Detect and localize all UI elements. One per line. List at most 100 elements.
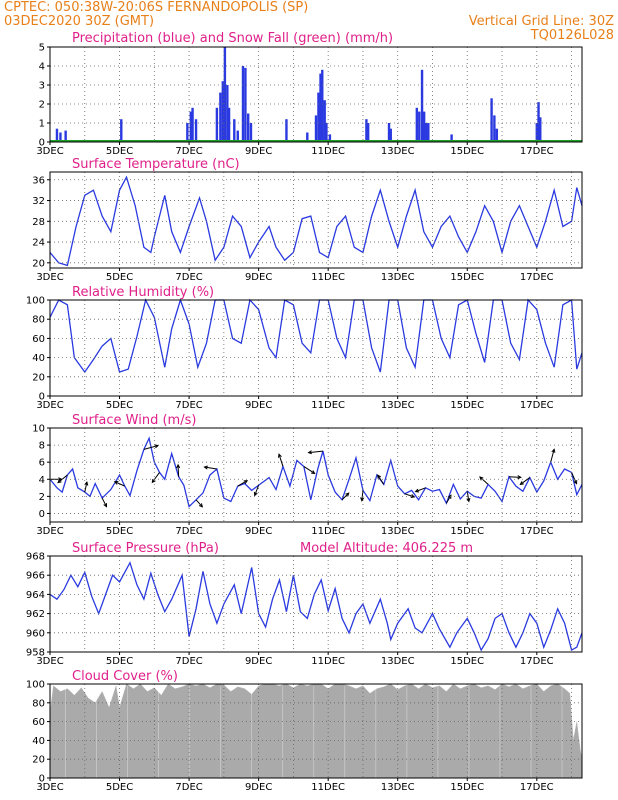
precip-bar [59, 132, 62, 142]
model-code: TQ0126L028 [530, 28, 614, 43]
y-tick-label: 100 [26, 296, 45, 307]
x-tick-label: 7DEC [175, 400, 202, 411]
precip-bar [223, 47, 227, 142]
header: CPTEC: 050:38W-20:06S FERNANDOPOLIS (SP)… [4, 0, 614, 43]
precip-bar [535, 123, 538, 142]
precip-bar [215, 107, 219, 142]
y-tick-label: 6 [39, 458, 45, 469]
x-tick-label: 5DEC [106, 526, 133, 537]
wind-arrow [303, 466, 315, 474]
wind-arrow [479, 476, 489, 485]
wind-arrow-head [517, 475, 522, 480]
y-tick-label: 5 [39, 43, 45, 54]
wind-arrow [177, 464, 180, 477]
x-tick-label: 5DEC [106, 272, 133, 283]
x-tick-label: 17DEC [520, 146, 554, 157]
x-tick-label: 15DEC [450, 400, 484, 411]
x-tick-label: 7DEC [175, 782, 202, 793]
wind-arrow-head [307, 450, 312, 455]
x-tick-label: 3DEC [36, 272, 63, 283]
y-tick-label: 80 [32, 698, 45, 709]
y-tick-label: 2 [39, 100, 45, 111]
precip-bar [323, 100, 326, 142]
y-tick-label: 0 [39, 509, 45, 520]
wind-arrow [195, 499, 203, 508]
precip-bar [493, 115, 496, 142]
temp-line [49, 175, 583, 267]
wind-arrow-head [519, 481, 524, 486]
wind-arrow-head [198, 503, 204, 508]
x-tick-label: 13DEC [381, 400, 415, 411]
y-tick-label: 10 [32, 424, 45, 435]
y-tick-label: 36 [32, 175, 45, 186]
wind-line [49, 436, 583, 508]
wind-arrow [151, 472, 160, 483]
x-tick-label: 17DEC [520, 272, 554, 283]
wind-arrow-head [113, 481, 119, 485]
precip-bar [233, 119, 236, 142]
precip-bar [365, 119, 368, 142]
precip-bar [537, 102, 540, 142]
plot-frame [49, 427, 583, 523]
wind-arrow [404, 493, 415, 498]
panel-title: Surface Wind (m/s) [72, 413, 196, 428]
precip-bar [317, 92, 320, 142]
x-tick-label: 11DEC [311, 526, 345, 537]
x-tick-label: 3DEC [36, 400, 63, 411]
panel-temp: 20 24 28 32 36 3DEC 5DEC 7DEC 9DEC 11DEC 13DEC 15DE… [32, 157, 583, 283]
y-tick-label: 20 [32, 755, 45, 766]
wind-arrow [114, 481, 125, 487]
precip-bar [319, 73, 322, 142]
x-tick-label: 7DEC [175, 656, 202, 667]
precip-bar [219, 92, 222, 142]
x-tick-label: 13DEC [381, 782, 415, 793]
panel-title: Relative Humidity (%) [72, 285, 214, 300]
x-tick-label: 9DEC [245, 272, 272, 283]
wind-arrow [278, 454, 284, 467]
y-tick-label: 4 [39, 62, 45, 73]
precip-bar [328, 134, 332, 142]
wind-arrow-head [277, 453, 282, 458]
wind-arrow-head [151, 478, 156, 484]
panel-title: Surface Pressure (hPa) [72, 541, 219, 556]
wind-arrow [377, 474, 385, 485]
wind-arrow [550, 449, 555, 463]
y-tick-label: 964 [26, 590, 45, 601]
y-tick-label: 40 [32, 736, 45, 747]
x-tick-label: 7DEC [175, 272, 202, 283]
precip-bar [246, 113, 250, 142]
panel-annotation: Model Altitude: 406.225 m [300, 541, 473, 556]
x-tick-label: 5DEC [106, 400, 133, 411]
panel-rh: 0 20 40 60 80 100 3DEC 5DEC 7DEC 9DEC 11DEC 13DEC 15… [26, 285, 583, 411]
panel-precip: 0 1 2 3 4 5 3DEC 5DEC 7DEC 9DEC 11DEC 13DEC 15DEC 17D… [36, 31, 583, 157]
y-tick-label: 960 [26, 628, 45, 639]
wind-arrow-head [311, 470, 316, 475]
wind-arrow-head [573, 480, 578, 485]
precip-bar [420, 69, 424, 142]
y-tick-label: 966 [26, 571, 45, 582]
precip-bar [226, 85, 229, 142]
y-tick-label: 2 [39, 492, 45, 503]
wind-arrow [341, 492, 350, 501]
pres-line [49, 561, 583, 652]
wind-arrow-head [410, 494, 416, 498]
wind-arrow-head [479, 476, 484, 481]
precip-bar [120, 119, 123, 142]
plot-frame [49, 299, 583, 397]
wind-arrow-head [103, 503, 108, 508]
y-tick-label: 20 [32, 372, 45, 383]
x-tick-label: 15DEC [450, 656, 484, 667]
wind-arrow [520, 477, 531, 485]
x-tick-label: 13DEC [381, 526, 415, 537]
y-tick-label: 100 [26, 680, 45, 691]
wind-arrow [57, 474, 68, 483]
x-tick-label: 9DEC [245, 400, 272, 411]
y-tick-label: 1 [39, 119, 45, 130]
precip-bar [244, 67, 247, 142]
x-tick-label: 3DEC [36, 526, 63, 537]
precip-bar [539, 117, 542, 142]
precip-bar [418, 111, 421, 142]
precip-bar [325, 123, 328, 142]
x-tick-label: 11DEC [311, 146, 345, 157]
